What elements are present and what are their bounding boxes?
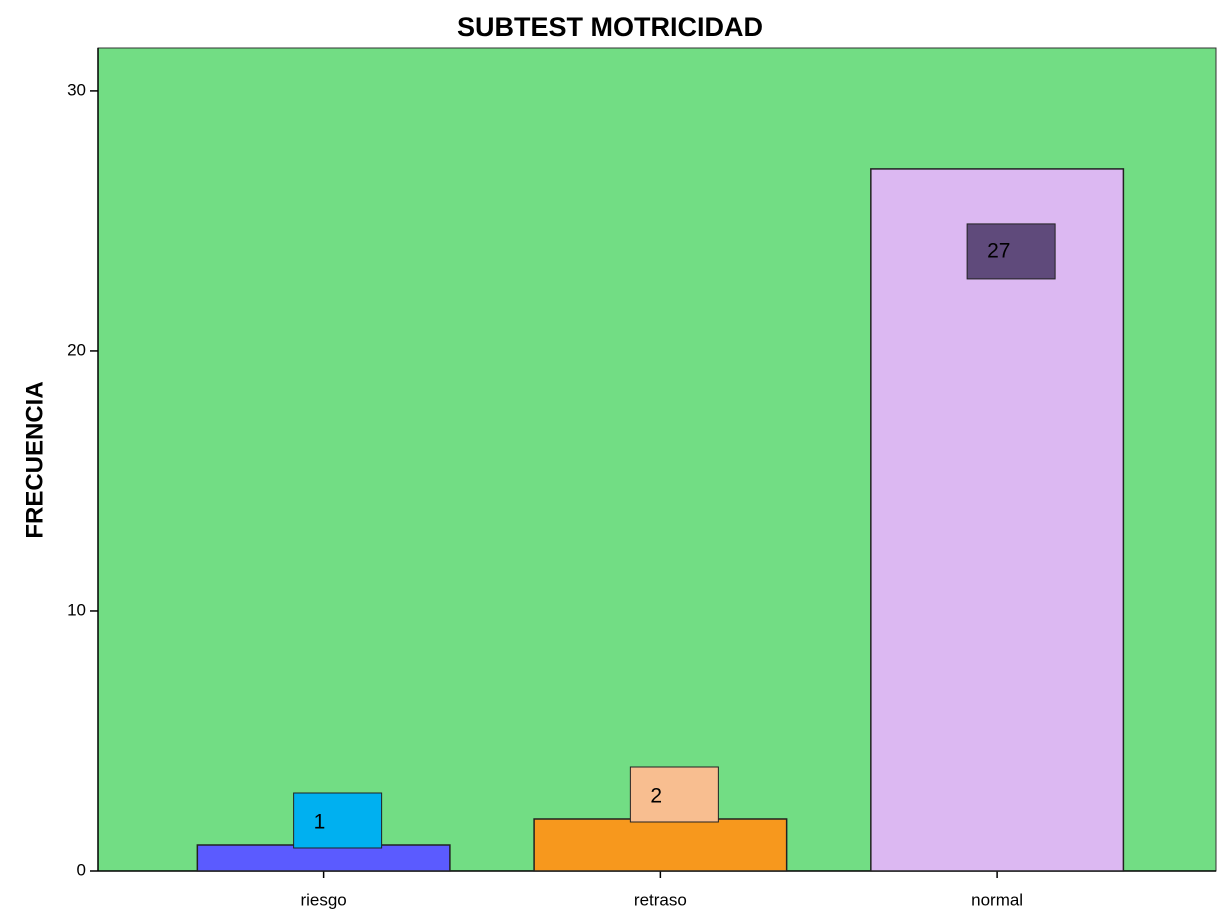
data-label: 1 [314,811,326,834]
x-tick-label: riesgo [300,890,346,909]
data-label-box [966,223,1056,280]
y-tick-label: 10 [67,600,86,619]
bar [533,818,788,872]
y-tick-label: 20 [67,340,86,359]
x-tick-label: normal [971,890,1023,909]
bar [196,844,451,872]
y-tick-label: 0 [77,860,86,879]
data-label-box [629,766,719,823]
data-label: 2 [650,785,662,808]
data-label: 27 [987,239,1010,262]
x-tick-label: retraso [634,890,687,909]
data-label-box [293,792,383,849]
chart-title: SUBTEST MOTRICIDAD [457,12,763,42]
y-tick-label: 30 [67,80,86,99]
y-axis-label: FRECUENCIA [21,381,48,538]
bar [870,168,1125,872]
